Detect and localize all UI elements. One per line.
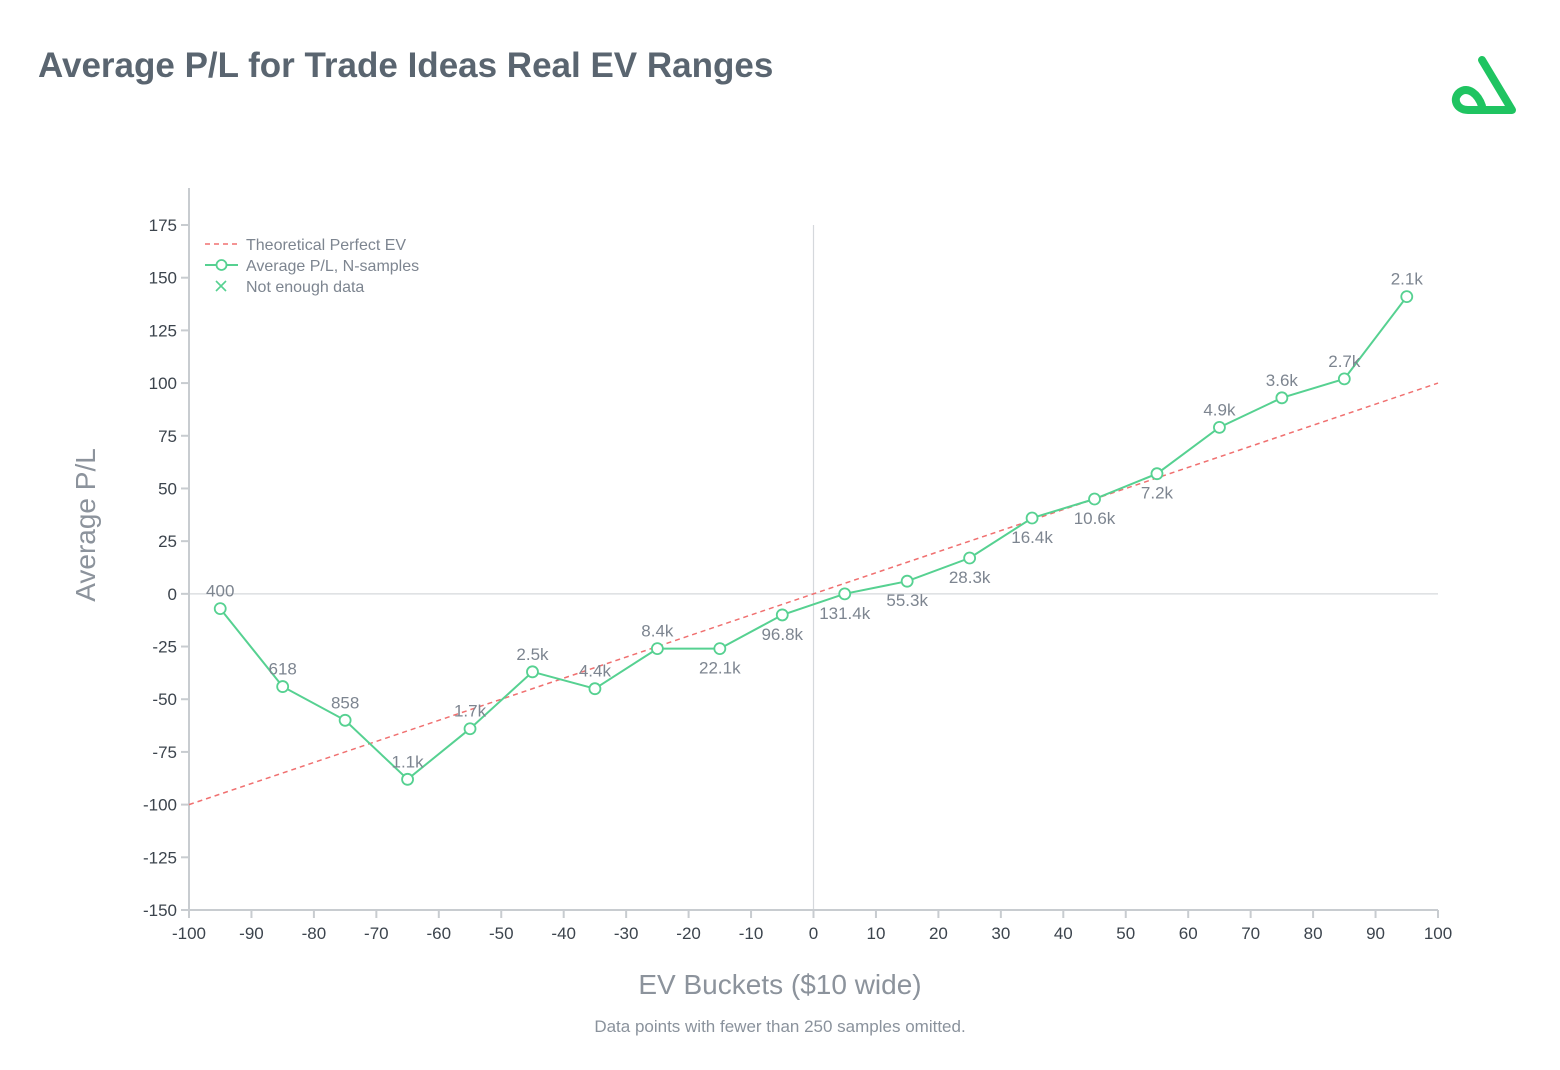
y-tick-label: 100 <box>149 374 177 393</box>
x-tick-label: -70 <box>364 924 389 943</box>
legend: Theoretical Perfect EV Average P/L, N-sam… <box>205 237 419 296</box>
x-tick-label: 80 <box>1304 924 1323 943</box>
point-label: 7.2k <box>1141 484 1174 503</box>
x-tick-label: -40 <box>551 924 576 943</box>
y-tick-label: -100 <box>143 796 177 815</box>
x-tick-label: -100 <box>172 924 206 943</box>
point-label: 10.6k <box>1074 509 1116 528</box>
y-tick-label: -150 <box>143 901 177 920</box>
x-tick-label: 40 <box>1054 924 1073 943</box>
x-tick-label: 10 <box>866 924 885 943</box>
point-label: 16.4k <box>1011 528 1053 547</box>
point-label: 858 <box>331 693 359 712</box>
grid-layer <box>189 225 1438 910</box>
average-pl-line <box>219 296 1408 781</box>
point-label: 3.6k <box>1266 371 1299 390</box>
data-point <box>775 608 789 622</box>
data-point <box>1213 420 1226 434</box>
point-label: 1.1k <box>392 752 425 771</box>
x-tick-label: 60 <box>1179 924 1198 943</box>
point-labels-layer: 400 618 858 1.1k 1.7k 2.5k 4.4k 8.4k 22.1k 96.8k 1… <box>206 270 1423 772</box>
data-point <box>963 551 977 565</box>
y-axis-title: Average P/L <box>70 448 101 602</box>
x-tick-label: -20 <box>676 924 701 943</box>
data-point <box>401 772 414 786</box>
y-tick-label: 125 <box>149 321 177 340</box>
point-label: 55.3k <box>886 591 928 610</box>
data-point <box>588 682 602 696</box>
logo-outline <box>1451 56 1516 114</box>
point-label: 2.1k <box>1391 270 1424 289</box>
x-tick-label: -30 <box>614 924 639 943</box>
y-tick-label: 150 <box>149 269 177 288</box>
triangle-loop-logo-icon <box>1451 56 1516 114</box>
ticks-layer: 1751501251007550250-25-50-75-100-125-150… <box>143 216 1452 943</box>
chart-title: Average P/L for Trade Ideas Real EV Rang… <box>38 46 774 85</box>
y-tick-label: -75 <box>152 743 177 762</box>
data-point <box>1088 492 1101 506</box>
data-point <box>838 587 852 601</box>
data-point <box>276 680 290 693</box>
point-label: 2.5k <box>516 645 549 664</box>
x-tick-label: -90 <box>239 924 264 943</box>
data-point <box>1337 372 1351 386</box>
point-label: 4.9k <box>1203 400 1236 419</box>
data-point <box>650 642 664 656</box>
x-tick-label: 90 <box>1366 924 1385 943</box>
x-marker-icon <box>215 280 227 292</box>
legend-label: Theoretical Perfect EV <box>246 237 406 254</box>
data-point <box>713 642 727 656</box>
y-tick-label: 175 <box>149 216 177 235</box>
x-tick-label: 30 <box>991 924 1010 943</box>
data-point <box>338 713 352 727</box>
legend-swatch-average-marker <box>215 259 228 271</box>
legend-label: Average P/L, N-samples <box>246 258 419 275</box>
point-label: 8.4k <box>641 622 674 641</box>
point-label: 96.8k <box>761 625 803 644</box>
x-tick-label: -80 <box>302 924 327 943</box>
x-tick-label: 100 <box>1424 924 1452 943</box>
y-tick-label: 50 <box>158 479 177 498</box>
point-label: 1.7k <box>454 702 487 721</box>
point-label: 400 <box>206 582 234 601</box>
point-label: 131.4k <box>819 604 871 623</box>
x-tick-label: 0 <box>809 924 818 943</box>
series-layer <box>188 290 1439 806</box>
y-tick-label: 25 <box>158 532 177 551</box>
y-tick-label: 75 <box>158 427 177 446</box>
x-tick-label: -50 <box>489 924 514 943</box>
data-point <box>900 574 914 588</box>
data-point <box>1150 467 1164 481</box>
data-point <box>1025 511 1039 525</box>
data-point <box>1275 391 1289 405</box>
point-label: 4.4k <box>579 662 612 681</box>
y-tick-label: -25 <box>152 638 177 657</box>
footnote: Data points with fewer than 250 samples … <box>594 1017 966 1036</box>
data-point <box>526 665 539 679</box>
data-point <box>1400 290 1414 304</box>
legend-label: Not enough data <box>246 279 364 296</box>
y-tick-label: -125 <box>143 848 177 867</box>
x-tick-label: -10 <box>739 924 764 943</box>
point-label: 22.1k <box>699 659 741 678</box>
data-point <box>463 722 477 736</box>
theoretical-ev-line <box>188 382 1439 806</box>
point-label: 2.7k <box>1328 352 1361 371</box>
data-point <box>213 602 227 615</box>
x-tick-label: -60 <box>427 924 452 943</box>
y-tick-label: -50 <box>152 690 177 709</box>
x-tick-label: 70 <box>1241 924 1260 943</box>
x-tick-label: 50 <box>1116 924 1135 943</box>
point-label: 618 <box>268 660 296 679</box>
point-label: 28.3k <box>949 568 991 587</box>
y-tick-label: 0 <box>168 585 177 604</box>
x-tick-label: 20 <box>929 924 948 943</box>
x-axis-title: EV Buckets ($10 wide) <box>638 969 921 1000</box>
